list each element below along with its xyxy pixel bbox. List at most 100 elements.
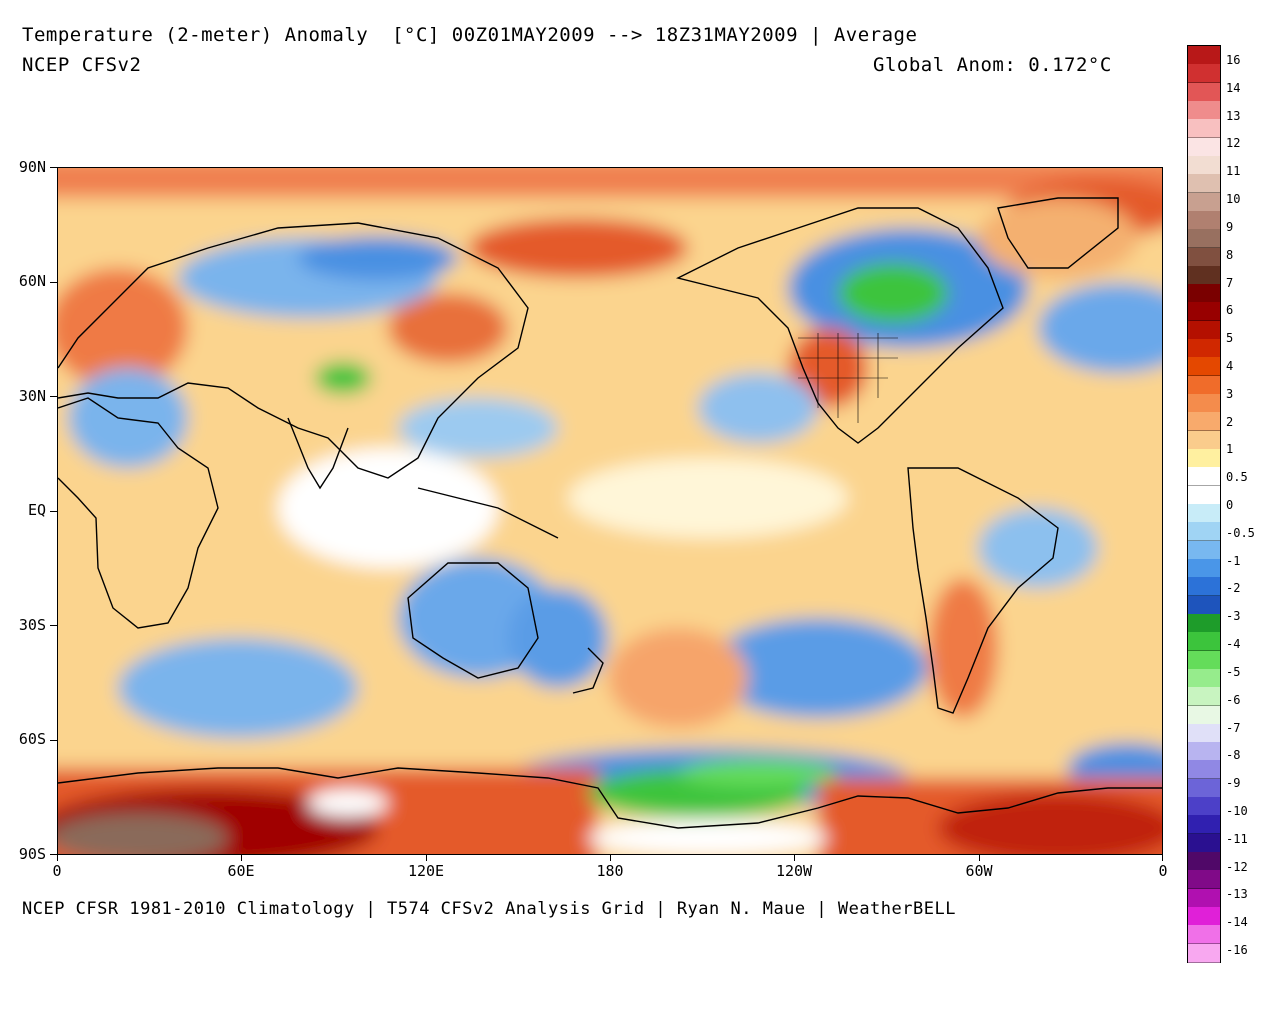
lon-tick [241, 855, 242, 861]
colorbar-label: 12 [1226, 136, 1241, 151]
colorbar-label: -2 [1226, 581, 1241, 596]
anomaly-map[interactable] [57, 167, 1163, 855]
colorbar-cell [1188, 852, 1220, 872]
colorbar-cell [1188, 100, 1220, 120]
lon-label-120w: 120W [775, 862, 813, 880]
lat-label-60n: 60N [18, 272, 46, 290]
lon-tick [1162, 855, 1163, 861]
anomaly-shading [58, 168, 1162, 854]
colorbar-cell [1188, 925, 1220, 945]
colorbar-cell [1188, 394, 1220, 414]
colorbar-label: 4 [1226, 358, 1234, 373]
lon-label-0-east: 0 [1158, 862, 1168, 880]
colorbar-label: 2 [1226, 414, 1234, 429]
colorbar-label: 0.5 [1226, 470, 1248, 485]
colorbar-label: 16 [1226, 53, 1241, 67]
colorbar-label: 10 [1226, 192, 1241, 207]
colorbar-cell [1188, 888, 1220, 908]
colorbar-label: 8 [1226, 247, 1234, 262]
colorbar-cell [1188, 577, 1220, 597]
coast-north-america [675, 207, 1004, 444]
colorbar-cell [1188, 705, 1220, 725]
colorbar [1187, 45, 1221, 963]
colorbar-cell [1188, 155, 1220, 175]
lat-label-30n: 30N [18, 387, 46, 405]
colorbar-cell [1188, 284, 1220, 304]
colorbar-cell [1188, 467, 1220, 487]
colorbar-label: 0 [1226, 498, 1234, 512]
lon-tick [57, 855, 58, 861]
lat-tick [50, 511, 57, 512]
colorbar-cell [1188, 650, 1220, 670]
coast-australia [407, 562, 539, 679]
coast-africa [58, 397, 219, 629]
colorbar-cell [1188, 797, 1220, 817]
coast-antarctica [58, 767, 1162, 829]
colorbar-cell [1188, 229, 1220, 249]
coast-eurasia [58, 222, 529, 479]
colorbar-label: 7 [1226, 275, 1234, 290]
colorbar-label: -7 [1226, 720, 1241, 735]
colorbar-cell [1188, 82, 1220, 102]
colorbar-cell [1188, 613, 1220, 633]
colorbar-cell [1188, 558, 1220, 578]
colorbar-cell [1188, 412, 1220, 432]
colorbar-label: 3 [1226, 386, 1234, 401]
colorbar-label: -16 [1226, 943, 1248, 957]
colorbar-label: -1 [1226, 553, 1241, 568]
credit-line: NCEP CFSR 1981-2010 Climatology | T574 C… [22, 899, 956, 919]
global-anomaly: Global Anom: 0.172°C [873, 54, 1112, 76]
colorbar-cell [1188, 907, 1220, 927]
colorbar-cell [1188, 485, 1220, 505]
lat-label-30s: 30S [18, 616, 46, 634]
colorbar-cell [1188, 504, 1220, 523]
colorbar-label: -8 [1226, 748, 1241, 763]
lat-label-90n: 90N [18, 158, 46, 176]
colorbar-cell [1188, 870, 1220, 890]
colorbar-cell [1188, 778, 1220, 798]
map-title: Temperature (2-meter) Anomaly [°C] 00Z01… [22, 24, 918, 46]
colorbar-cell [1188, 632, 1220, 652]
lon-tick [979, 855, 980, 861]
colorbar-cell [1188, 320, 1220, 340]
colorbar-cell [1188, 449, 1220, 469]
anomaly-field [58, 168, 1162, 854]
colorbar-label: 9 [1226, 219, 1234, 234]
colorbar-cell [1188, 302, 1220, 322]
lon-label-180: 180 [596, 862, 624, 880]
colorbar-cell [1188, 339, 1220, 359]
colorbar-label: 13 [1226, 108, 1241, 123]
colorbar-label: -0.5 [1226, 525, 1255, 540]
lat-tick [50, 625, 57, 626]
colorbar-cell [1188, 430, 1220, 450]
colorbar-label: 5 [1226, 331, 1234, 346]
colorbar-cell [1188, 137, 1220, 157]
colorbar-label: -14 [1226, 915, 1248, 930]
colorbar-cell [1188, 192, 1220, 212]
colorbar-cell [1188, 174, 1220, 194]
colorbar-cell [1188, 357, 1220, 377]
colorbar-label: 14 [1226, 80, 1241, 95]
colorbar-cell [1188, 64, 1220, 84]
colorbar-label: -4 [1226, 637, 1241, 652]
lat-label-90s: 90S [18, 845, 46, 863]
colorbar-cell [1188, 815, 1220, 835]
colorbar-cell [1188, 210, 1220, 230]
colorbar-cell [1188, 375, 1220, 395]
colorbar-cell [1188, 723, 1220, 743]
model-name: NCEP CFSv2 [22, 54, 142, 76]
lon-tick [610, 855, 611, 861]
colorbar-cell [1188, 247, 1220, 267]
colorbar-cell [1188, 540, 1220, 560]
colorbar-cell [1188, 46, 1220, 65]
lat-tick [50, 854, 57, 855]
colorbar-cell [1188, 265, 1220, 285]
colorbar-label: 1 [1226, 442, 1234, 457]
colorbar-label: -3 [1226, 609, 1241, 624]
lon-label-120e: 120E [407, 862, 445, 880]
lat-tick [50, 396, 57, 397]
colorbar-label: -11 [1226, 831, 1248, 846]
colorbar-cell [1188, 668, 1220, 688]
lat-tick [50, 740, 57, 741]
lon-label-60w: 60W [965, 862, 993, 880]
